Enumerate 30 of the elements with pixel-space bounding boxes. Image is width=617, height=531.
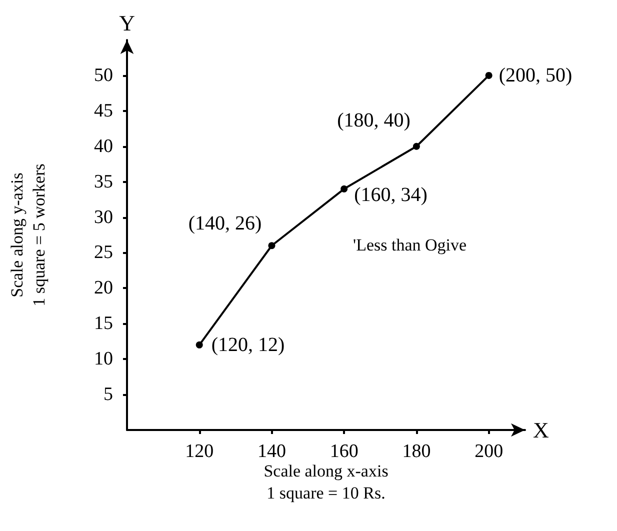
y-tick-label: 30 (94, 206, 113, 228)
annotation: 'Less than Ogive (353, 236, 467, 254)
point (340, 185, 348, 192)
y-tick-label: 45 (94, 100, 113, 122)
annotation: (200, 50) (498, 64, 572, 86)
point (485, 72, 492, 79)
x-tick-label: 120 (185, 441, 214, 462)
point (196, 341, 203, 348)
annotation: (160, 34) (354, 184, 428, 206)
y-axis-title: Y (119, 10, 136, 36)
annotation: (120, 12) (211, 334, 285, 356)
point (412, 142, 420, 150)
x-tick-label: 180 (402, 441, 431, 462)
y-tick-label: 20 (94, 278, 113, 299)
annotation: (140, 26) (188, 212, 262, 235)
y-tick-label: 50 (94, 64, 113, 86)
text: Scale along y-axis 1 square = 5 workers (8, 164, 48, 306)
y-tick-label: 5 (104, 384, 113, 406)
y-tick-label: 25 (94, 242, 113, 264)
x-axis-title: X (533, 418, 549, 442)
point (268, 242, 276, 250)
x-tick-label: 140 (257, 441, 286, 462)
annotation: (180, 40) (337, 109, 410, 132)
y-tick-label: 40 (94, 136, 113, 157)
x-tick-label: 200 (474, 441, 504, 462)
y-tick-label: 35 (94, 171, 113, 192)
x-tick-label: 160 (330, 441, 358, 462)
y-tick-label: 10 (94, 348, 113, 370)
text: Scale along x-axis 1 square = 10 Rs. (264, 462, 388, 502)
y-tick-label: 15 (94, 313, 113, 334)
